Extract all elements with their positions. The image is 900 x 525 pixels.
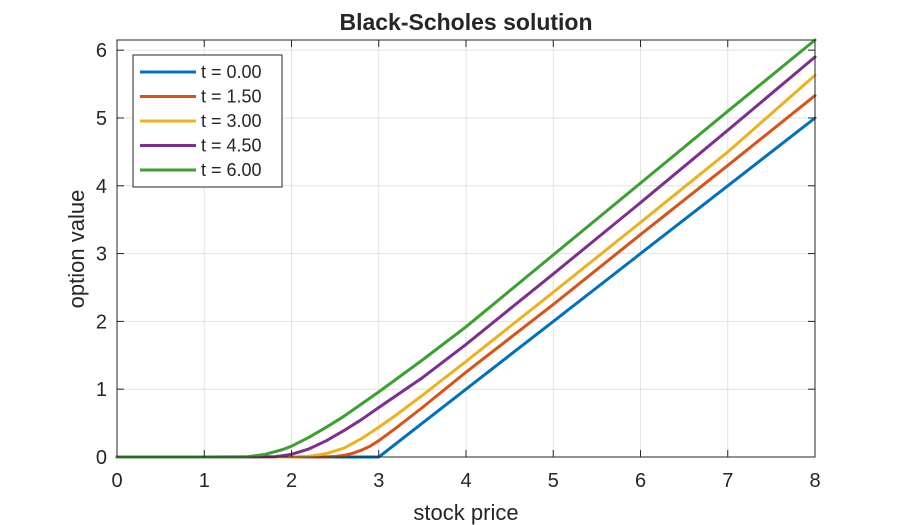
legend: t = 0.00 t = 1.50 t = 3.00 t = 4.50 t = 6.00 bbox=[132, 54, 283, 188]
legend-label: t = 0.00 bbox=[201, 62, 262, 82]
x-tick-label: 7 bbox=[722, 470, 733, 492]
x-tick-label: 5 bbox=[548, 470, 559, 492]
x-axis-label: stock price bbox=[413, 500, 518, 525]
y-tick-label: 3 bbox=[96, 244, 107, 266]
y-tick-label: 1 bbox=[96, 379, 107, 401]
legend-label: t = 1.50 bbox=[201, 87, 262, 107]
y-tick-label: 6 bbox=[96, 40, 107, 62]
series-line-4 bbox=[115, 38, 817, 459]
x-tick-label: 4 bbox=[460, 470, 471, 492]
y-tick-label: 0 bbox=[96, 447, 107, 469]
y-axis-label: option value bbox=[64, 190, 89, 309]
x-tick-label: 2 bbox=[286, 470, 297, 492]
x-tick-label: 3 bbox=[373, 470, 384, 492]
y-tick-label: 5 bbox=[96, 108, 107, 130]
y-tick-label: 2 bbox=[96, 311, 107, 333]
x-tick-label: 1 bbox=[199, 470, 210, 492]
series-line-3 bbox=[115, 55, 817, 459]
x-tick-label: 6 bbox=[635, 470, 646, 492]
legend-label: t = 3.00 bbox=[201, 111, 262, 131]
chart-title: Black-Scholes solution bbox=[339, 9, 592, 35]
y-tick-label: 4 bbox=[96, 176, 107, 198]
axis-ticks bbox=[116, 40, 816, 458]
x-tick-label: 8 bbox=[809, 470, 820, 492]
legend-label: t = 6.00 bbox=[201, 160, 262, 180]
tick-labels: 0 1 2 3 4 5 6 7 8 0 1 2 3 4 5 6 bbox=[96, 40, 821, 492]
legend-label: t = 4.50 bbox=[201, 136, 262, 156]
x-tick-label: 0 bbox=[111, 470, 122, 492]
